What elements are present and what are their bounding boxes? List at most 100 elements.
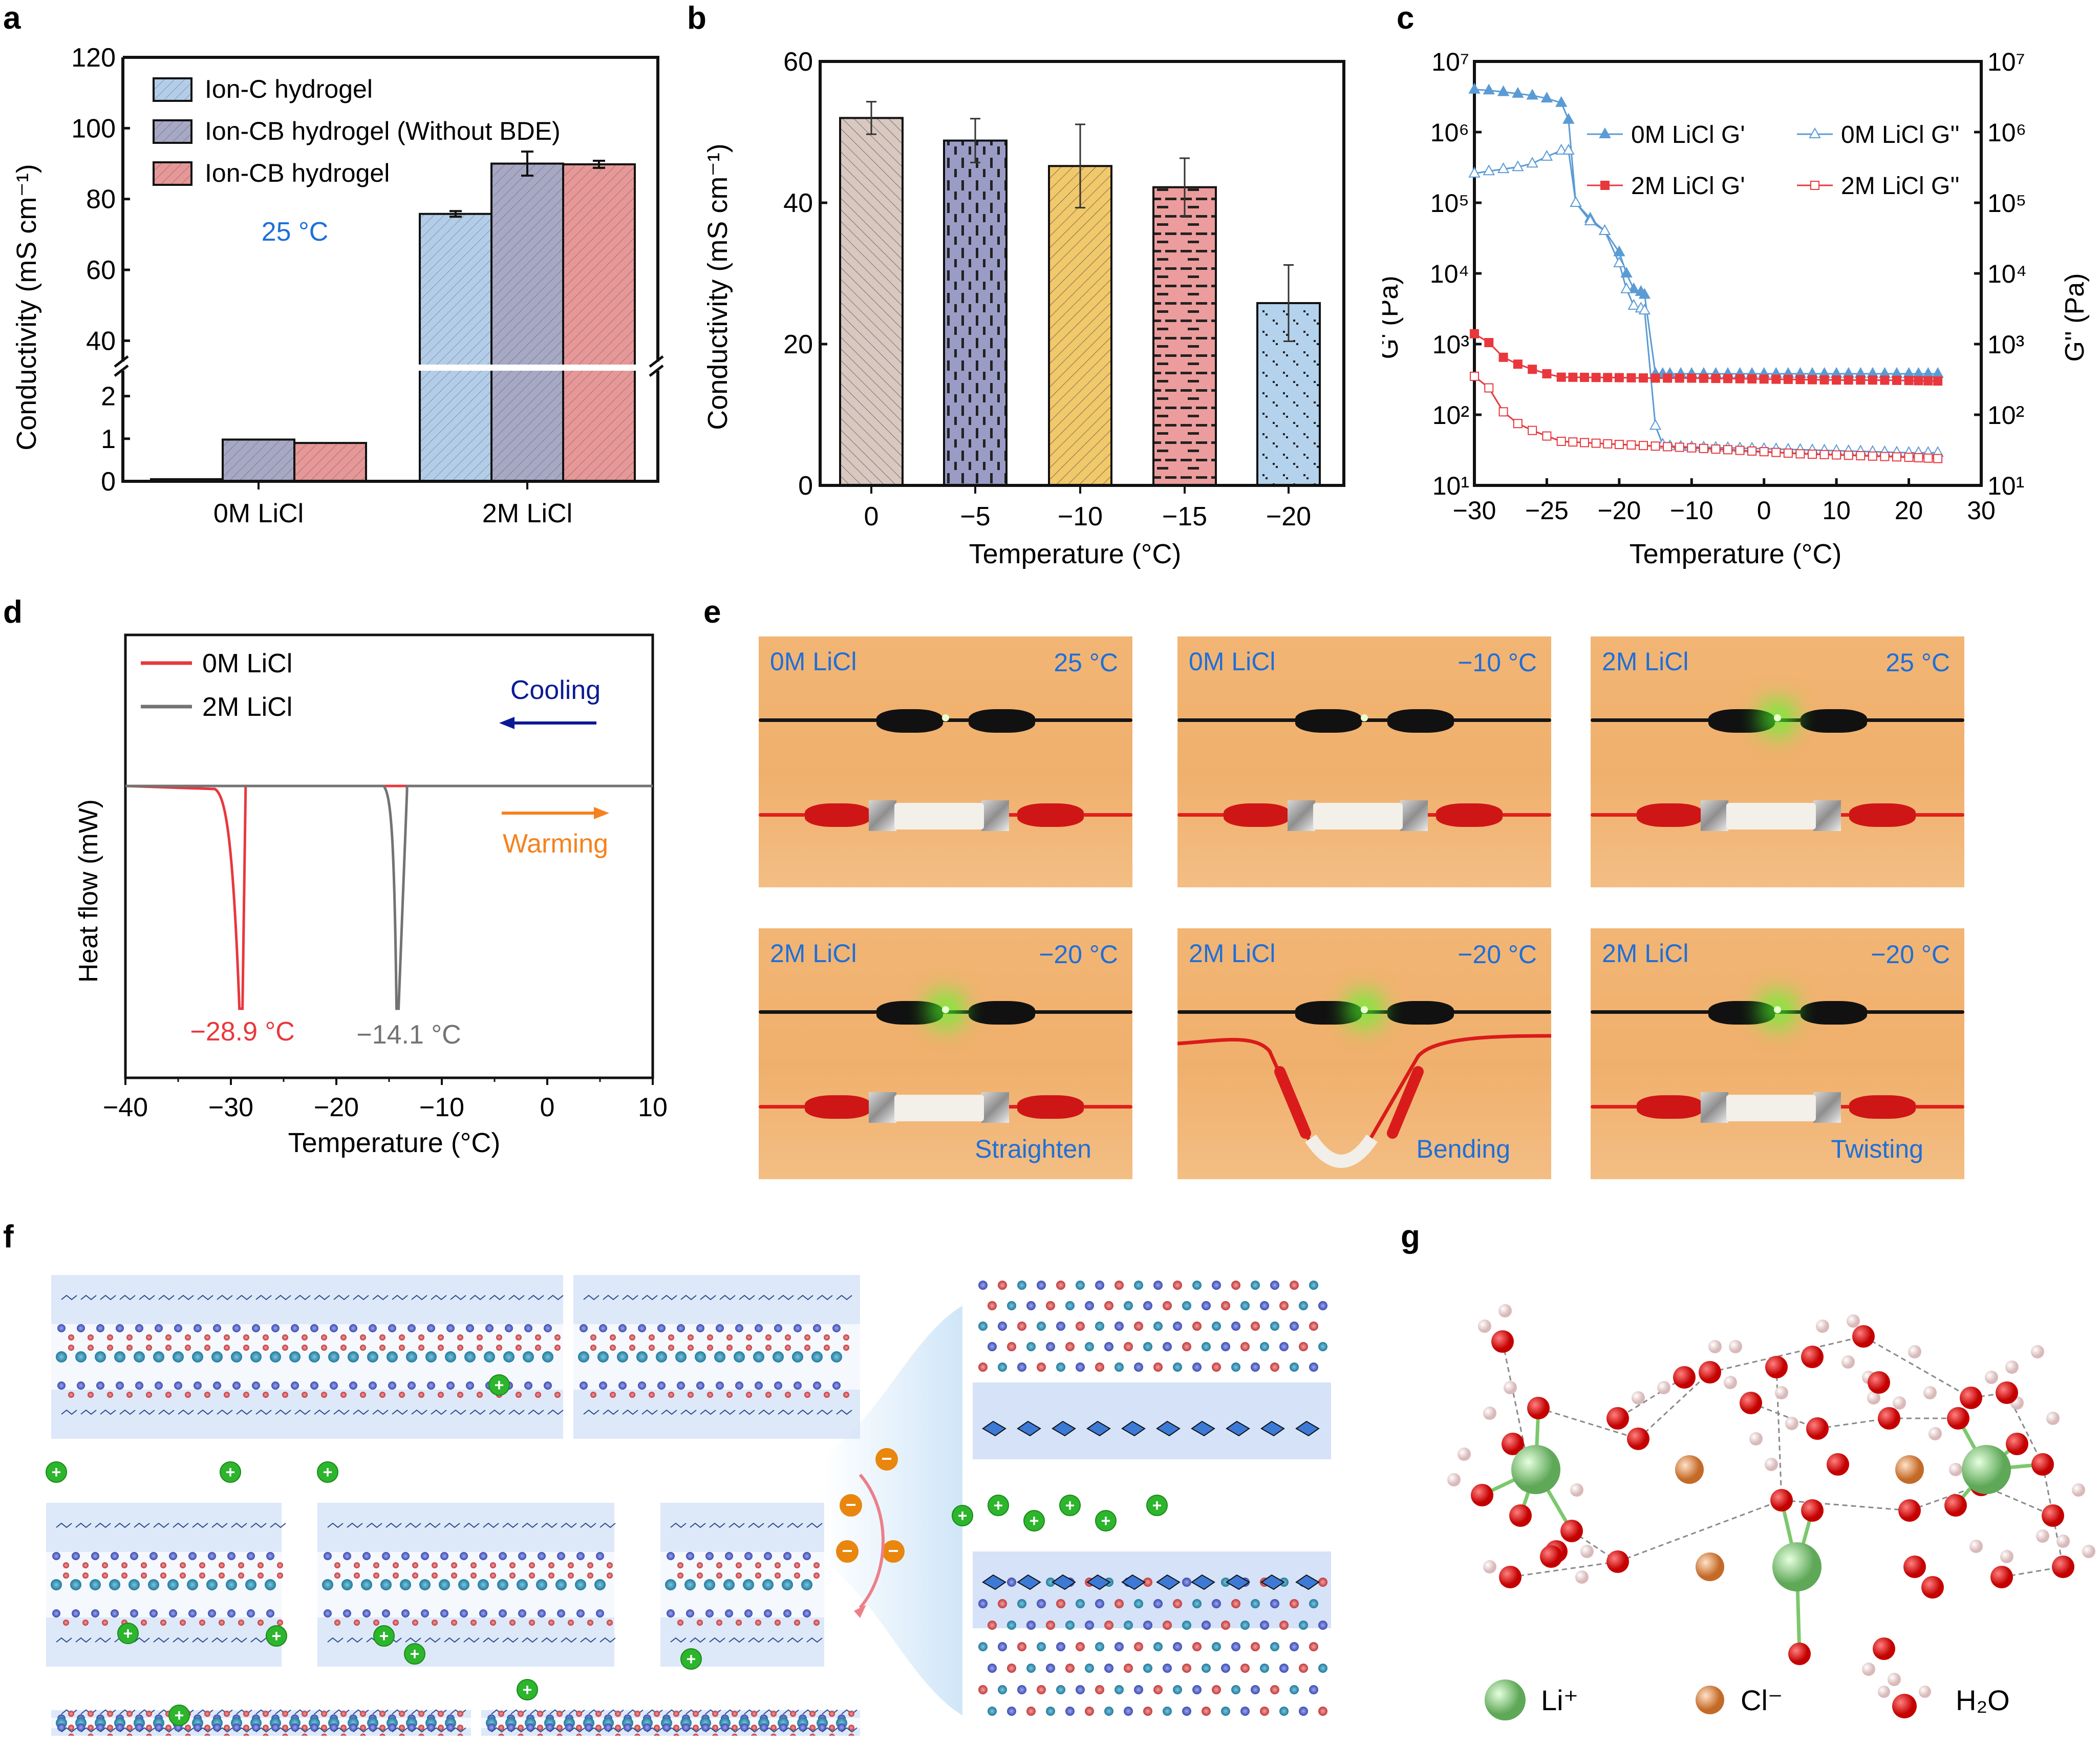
y-tick-label: 10² bbox=[1432, 401, 1469, 430]
data-point bbox=[1759, 374, 1769, 384]
oxygen-atom bbox=[775, 1572, 781, 1579]
y-tick-label: 10⁷ bbox=[1431, 48, 1469, 76]
oxygen-atom bbox=[712, 1725, 718, 1731]
cellulose-chain bbox=[75, 1522, 92, 1528]
oxygen-atom bbox=[2031, 1453, 2054, 1476]
cellulose-chain bbox=[450, 1409, 466, 1415]
led-icon bbox=[1361, 714, 1368, 721]
oxygen-atom bbox=[393, 1620, 399, 1626]
cation-icon bbox=[1095, 1510, 1117, 1531]
atom bbox=[1192, 1363, 1202, 1372]
atom bbox=[401, 1609, 410, 1618]
atom bbox=[1017, 1599, 1026, 1608]
y-tick-label-right: 10¹ bbox=[1987, 472, 2024, 500]
legend-marker bbox=[1599, 127, 1611, 138]
oxygen-atom bbox=[712, 1711, 718, 1717]
black-clip bbox=[1295, 1001, 1362, 1025]
oxygen-atom bbox=[726, 1392, 733, 1398]
cation-icon bbox=[46, 1461, 67, 1483]
atom bbox=[484, 1351, 495, 1363]
legend-label: Ion-C hydrogel bbox=[205, 75, 373, 103]
oxygen-atom bbox=[224, 1725, 230, 1731]
oxygen-atom bbox=[529, 1562, 535, 1568]
oxygen-atom bbox=[496, 1345, 502, 1351]
atom bbox=[596, 1609, 604, 1618]
cellulose-chain bbox=[255, 1727, 272, 1733]
atom bbox=[576, 1609, 585, 1618]
oxygen-atom bbox=[1740, 1392, 1762, 1414]
atom bbox=[523, 1351, 534, 1363]
cellulose-chain bbox=[217, 1409, 233, 1415]
cellulose-chain bbox=[444, 1637, 460, 1643]
y-tick-label: 40 bbox=[86, 326, 116, 356]
clay-cellulose-block-1 bbox=[573, 1275, 860, 1439]
data-point bbox=[1735, 374, 1745, 384]
data-point bbox=[1687, 443, 1697, 453]
data-point bbox=[1904, 453, 1914, 462]
cellulose-chain bbox=[353, 1727, 369, 1733]
data-point bbox=[1598, 224, 1611, 235]
atom bbox=[400, 1579, 411, 1590]
oxygen-atom bbox=[1673, 1366, 1696, 1389]
oxygen-atom bbox=[68, 1725, 74, 1731]
oxygen-atom bbox=[673, 1711, 679, 1717]
oxygen-atom bbox=[379, 1392, 385, 1398]
oxygen-atom bbox=[126, 1334, 133, 1340]
cellulose-chain bbox=[314, 1727, 330, 1733]
atom bbox=[526, 1723, 534, 1732]
oxygen-atom bbox=[340, 1345, 347, 1351]
atom bbox=[155, 1723, 163, 1732]
cellulose-chain bbox=[114, 1522, 131, 1528]
atom bbox=[1192, 1322, 1202, 1331]
cellulose-chain bbox=[608, 1727, 624, 1733]
oxygen-atom bbox=[726, 1345, 733, 1351]
atom bbox=[77, 1324, 85, 1332]
lithium-ion bbox=[1511, 1445, 1560, 1494]
atom bbox=[1299, 1664, 1308, 1673]
oxygen-atom bbox=[340, 1334, 347, 1340]
cellulose-chain bbox=[178, 1409, 194, 1415]
legend-label: 2M LiCl bbox=[202, 692, 292, 722]
oxygen-atom bbox=[88, 1725, 94, 1731]
cation-icon bbox=[1146, 1495, 1168, 1516]
atom bbox=[714, 1351, 725, 1363]
data-point bbox=[1468, 82, 1481, 94]
chart-d: −40 −30 −20 −10 0 10 −28.9 °C −14.1 °C Heat fl… bbox=[74, 633, 668, 1158]
flow-arrowhead-icon bbox=[854, 1605, 866, 1618]
oxygen-atom bbox=[751, 1733, 757, 1736]
atom bbox=[1153, 1281, 1163, 1290]
atom bbox=[1085, 1301, 1094, 1310]
black-clip bbox=[1708, 709, 1775, 733]
atom bbox=[1290, 1363, 1299, 1372]
oxygen-atom bbox=[302, 1725, 308, 1731]
atom bbox=[998, 1363, 1007, 1372]
oxygen-atom bbox=[321, 1334, 327, 1340]
oxygen-atom bbox=[843, 1334, 849, 1340]
y-tick-label: 2 bbox=[101, 382, 116, 412]
oxygen-atom bbox=[224, 1711, 230, 1717]
atom bbox=[77, 1723, 85, 1732]
atom bbox=[250, 1351, 262, 1363]
oxygen-atom bbox=[615, 1711, 621, 1717]
foil-electrode bbox=[1701, 1092, 1728, 1123]
bar-hatch bbox=[294, 443, 366, 481]
hydrogen-atom bbox=[1949, 1463, 1962, 1476]
oxygen-atom bbox=[516, 1334, 522, 1340]
oxygen-atom bbox=[794, 1562, 800, 1568]
oxygen-atom bbox=[746, 1334, 752, 1340]
glucose-ring bbox=[1121, 1574, 1146, 1590]
oxygen-atom bbox=[258, 1562, 264, 1568]
axis-frame bbox=[121, 56, 659, 483]
hydrogen-atom bbox=[1657, 1381, 1670, 1394]
atom bbox=[1221, 1621, 1230, 1630]
oxygen-atom bbox=[243, 1334, 249, 1340]
cellulose-chain bbox=[541, 1637, 558, 1643]
atom bbox=[1202, 1621, 1211, 1630]
data-point bbox=[1795, 375, 1805, 385]
atom bbox=[1037, 1599, 1046, 1608]
cellulose-chain bbox=[580, 1637, 596, 1643]
hydrogen-atom bbox=[1729, 1340, 1742, 1353]
oxygen-atom bbox=[1806, 1417, 1829, 1440]
black-clip bbox=[969, 1001, 1035, 1025]
clay-cellulose-block-5 bbox=[51, 1709, 471, 1736]
